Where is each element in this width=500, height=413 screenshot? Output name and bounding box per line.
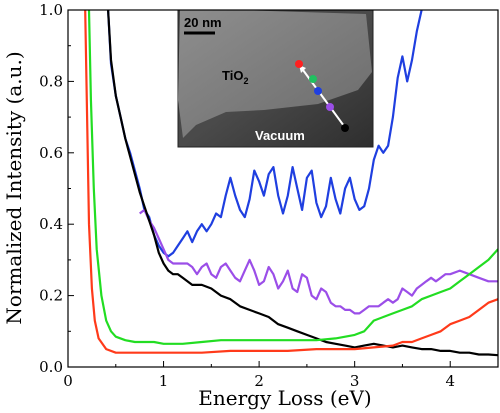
y-tick-label: 0.4 — [39, 215, 63, 233]
x-axis-title: Energy Loss (eV) — [198, 386, 371, 410]
probe-marker-purple — [326, 103, 334, 111]
series-line-3 — [87, 10, 498, 345]
scale-bar-label: 20 nm — [184, 15, 222, 30]
x-tick-label: 0 — [63, 372, 73, 390]
y-tick-label: 0.8 — [39, 72, 63, 90]
series-line-4 — [84, 10, 498, 354]
x-tick-label: 4 — [445, 372, 455, 390]
probe-marker-black — [341, 124, 349, 132]
probe-marker-blue — [314, 87, 322, 95]
y-tick-label: 0.2 — [39, 287, 63, 305]
x-tick-label: 3 — [350, 372, 360, 390]
probe-marker-red — [295, 60, 303, 68]
probe-marker-green — [309, 75, 317, 83]
vacuum-label: Vacuum — [255, 128, 305, 143]
series-line-0 — [107, 10, 423, 258]
y-tick-label: 0.6 — [39, 144, 63, 162]
x-tick-label: 1 — [159, 372, 169, 390]
y-tick-label: 0.0 — [39, 358, 63, 376]
material-label: TiO2 — [222, 68, 248, 86]
series-line-1 — [139, 208, 498, 315]
y-axis-title: Normalized Intensity (a.u.) — [2, 51, 26, 324]
series-line-2 — [107, 10, 498, 357]
tio2-particle — [178, 10, 372, 138]
stem-image-inset: 20 nm TiO2 Vacuum — [177, 9, 374, 148]
material-label-base: TiO — [222, 68, 243, 83]
y-tick-label: 1.0 — [39, 1, 63, 19]
material-label-subscript: 2 — [243, 76, 248, 86]
ticks-layer: 0 1 2 3 4 0.0 0.2 0.4 0.6 0.8 1.0 — [39, 1, 455, 390]
x-tick-label: 2 — [254, 372, 264, 390]
series-layer — [84, 10, 498, 357]
